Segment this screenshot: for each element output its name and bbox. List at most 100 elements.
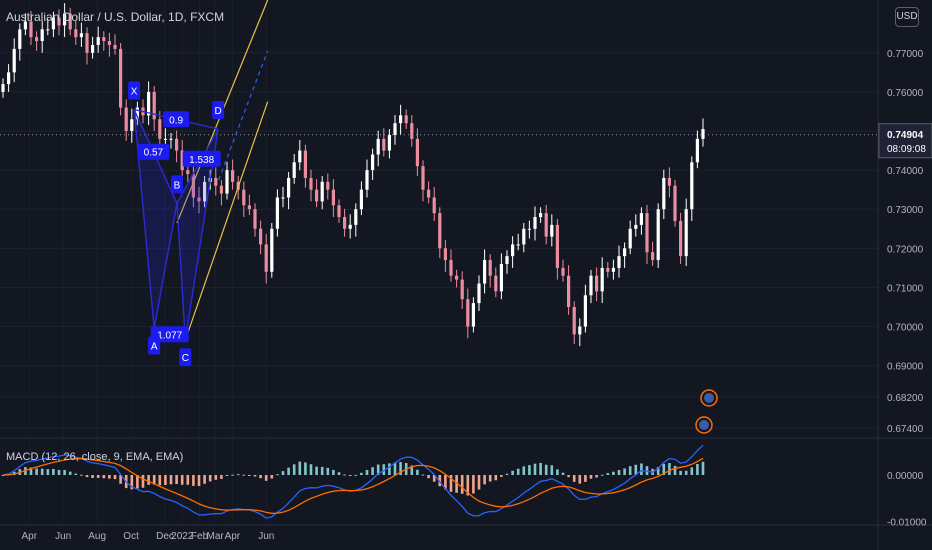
macd-histogram-bar xyxy=(701,461,705,475)
candle-body xyxy=(488,260,492,276)
candle-body xyxy=(595,275,599,292)
macd-histogram-bar xyxy=(438,475,442,487)
macd-histogram-bar xyxy=(477,475,481,490)
macd-histogram-bar xyxy=(393,462,397,475)
candle-body xyxy=(343,217,347,229)
macd-histogram-bar xyxy=(673,465,677,475)
macd-histogram-bar xyxy=(449,475,453,492)
event-flag-icon xyxy=(699,420,709,430)
candle-body xyxy=(12,48,16,73)
point-label-box xyxy=(148,336,161,355)
candle-body xyxy=(18,29,22,49)
candle-body xyxy=(432,197,436,214)
macd-histogram-bar xyxy=(332,469,335,475)
macd-histogram-bar xyxy=(483,475,486,485)
candle-body xyxy=(225,170,229,194)
candle-body xyxy=(253,209,257,229)
candle-body xyxy=(667,177,671,186)
candle-body xyxy=(7,72,11,85)
time-tick-label: Mar xyxy=(207,531,225,542)
candle-body xyxy=(113,44,117,49)
candle-body xyxy=(219,185,223,194)
ratio-label: 1.077 xyxy=(157,330,182,341)
macd-histogram-bar xyxy=(113,475,117,480)
candle-body xyxy=(477,283,481,304)
macd-histogram-bar xyxy=(197,475,201,487)
candle-body xyxy=(527,228,531,230)
macd-histogram-bar xyxy=(147,475,150,485)
macd-histogram-bar xyxy=(164,475,167,486)
macd-histogram-bar xyxy=(208,475,212,482)
candle-body xyxy=(438,213,442,249)
candle-body xyxy=(628,228,632,249)
candle-body xyxy=(119,48,123,108)
macd-histogram-bar xyxy=(696,463,699,475)
ratio-label: 1.538 xyxy=(189,155,214,166)
ratio-label-box xyxy=(163,111,190,128)
macd-histogram-bar xyxy=(584,475,587,482)
candle-body xyxy=(46,29,50,31)
macd-histogram-bar xyxy=(640,463,643,475)
candle-body xyxy=(443,248,447,261)
candle-body xyxy=(63,13,67,26)
macd-histogram-bar xyxy=(141,475,145,488)
macd-histogram-bar xyxy=(606,473,610,475)
macd-histogram-bar xyxy=(276,474,279,476)
macd-histogram-bar xyxy=(52,468,55,475)
candle-body xyxy=(135,107,139,120)
macd-histogram-bar xyxy=(567,475,570,478)
candle-body xyxy=(247,205,251,210)
macd-histogram-bar xyxy=(544,464,548,475)
price-tick-label: 0.68200 xyxy=(887,393,924,404)
candle-body xyxy=(264,244,268,272)
macd-histogram-bar xyxy=(505,473,509,475)
macd-histogram-bar xyxy=(320,466,324,475)
macd-histogram-bar xyxy=(539,462,542,475)
candle-body xyxy=(197,197,201,202)
macd-histogram-bar xyxy=(46,469,50,475)
ratio-label-box xyxy=(150,326,189,343)
macd-histogram-bar xyxy=(371,467,374,475)
macd-histogram-bar xyxy=(572,475,576,482)
macd-histogram-bar xyxy=(309,464,313,475)
macd-histogram-bar xyxy=(180,475,184,485)
candle-body xyxy=(359,189,363,210)
candle-body xyxy=(645,213,649,253)
currency-button[interactable]: USD xyxy=(895,7,919,27)
candle-body xyxy=(555,224,559,268)
candle-body xyxy=(107,41,111,45)
point-label: D xyxy=(215,106,222,117)
point-label: X xyxy=(131,87,138,98)
candle-body xyxy=(499,263,503,292)
candle-body xyxy=(191,174,195,198)
macd-histogram-bar xyxy=(220,475,223,479)
candle-body xyxy=(287,177,291,198)
macd-tick-label: 0.00000 xyxy=(887,471,924,482)
macd-histogram-bar xyxy=(29,467,33,475)
macd-title[interactable]: MACD (12, 26, close, 9, EMA, EMA) xyxy=(6,451,184,463)
candle-body xyxy=(331,189,335,206)
macd-histogram-bar xyxy=(600,474,604,476)
macd-histogram-bar xyxy=(225,475,229,476)
macd-histogram-bar xyxy=(102,475,106,479)
candle-body xyxy=(309,177,313,190)
macd-histogram-bar xyxy=(589,475,593,479)
macd-histogram-bar xyxy=(85,475,89,478)
macd-histogram-bar xyxy=(399,462,402,475)
candle-body xyxy=(567,275,571,307)
price-tick-label: 0.76000 xyxy=(887,88,924,99)
macd-histogram-bar xyxy=(628,466,632,475)
candle-body xyxy=(354,209,358,225)
time-tick-label: Aug xyxy=(88,531,106,542)
candle-body xyxy=(320,181,324,202)
candle-body xyxy=(348,224,352,229)
candle-body xyxy=(29,21,33,38)
symbol-title[interactable]: Australian Dollar / U.S. Dollar, 1D, FXC… xyxy=(6,10,225,24)
candle-body xyxy=(662,177,666,210)
candle-body xyxy=(466,299,470,327)
candle-body xyxy=(303,150,307,178)
macd-histogram-bar xyxy=(337,472,341,475)
macd-histogram-bar xyxy=(690,467,694,475)
macd-histogram-bar xyxy=(472,475,475,494)
